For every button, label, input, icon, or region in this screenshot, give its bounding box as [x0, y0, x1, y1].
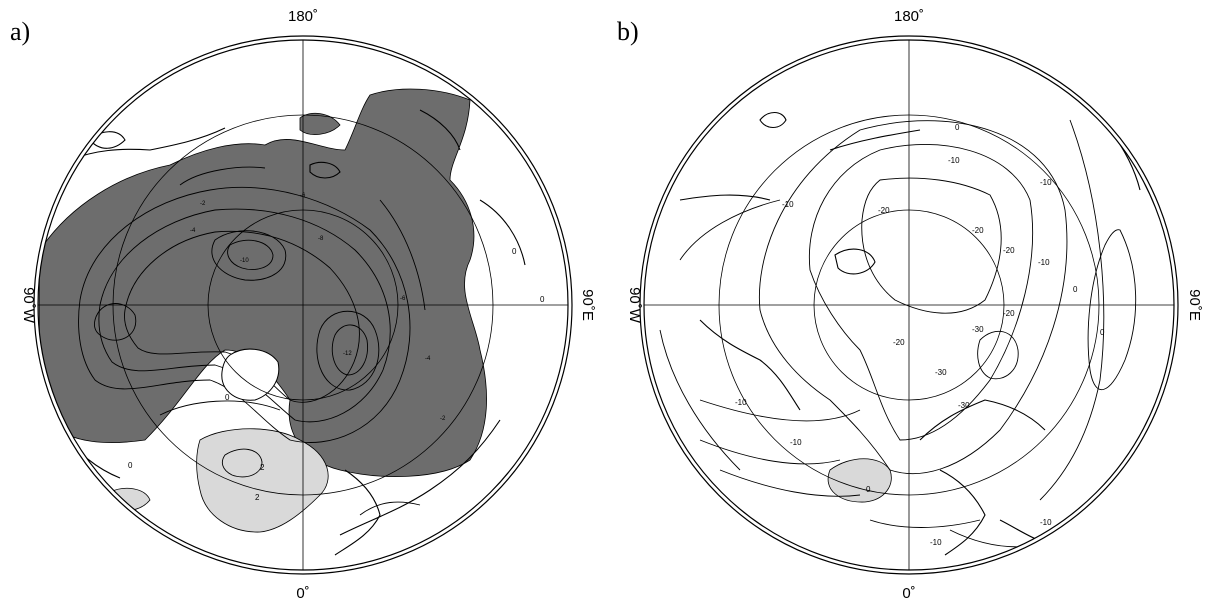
contour-label: -4 [190, 228, 196, 234]
contour-label: -10 [930, 538, 942, 547]
contour-label: 0 [540, 295, 545, 304]
contour-label: -10 [1038, 258, 1050, 267]
contour-label: 2 [255, 493, 260, 502]
contour-label: -6 [400, 296, 406, 302]
panel-a-light-region-2 [110, 488, 150, 510]
panel-a-dark-region-2 [300, 113, 340, 134]
contour-label: -10 [948, 156, 960, 165]
contour-label: -4 [425, 356, 431, 362]
panel-a-map: 0 0 0 0 2 2 -2 -4 -6 -8 -10 -12 -6 -4 -2 [38, 40, 568, 570]
contour-label: -10 [735, 398, 747, 407]
panel-a: a) 180˚ 0˚ 90˚W 90˚E [10, 8, 596, 599]
contour-label: 2 [260, 463, 265, 472]
contour-label: -30 [935, 368, 947, 377]
contour-label: -20 [1003, 246, 1015, 255]
contour-label: -20 [1003, 309, 1015, 318]
contour-label: -10 [790, 438, 802, 447]
contour-label: -30 [958, 401, 970, 410]
contour-label: 0 [955, 123, 960, 132]
contour-label: -6 [300, 193, 306, 199]
panel-b-graticule [644, 40, 1174, 570]
contour-label: -20 [878, 206, 890, 215]
contour-label: 0 [1100, 328, 1105, 337]
panel-b-contour-labels: -10 -10 -10 -20 -20 -20 -20 -30 -30 -10 … [735, 123, 1105, 547]
contour-label: -20 [972, 226, 984, 235]
panel-b-right-label: 90˚E [1186, 289, 1203, 321]
contour-label: -2 [200, 201, 206, 207]
contour-label: 0 [128, 461, 133, 470]
panel-b: b) 180˚ 0˚ 90˚W 90˚E [617, 8, 1203, 599]
contour-label: -20 [893, 338, 905, 347]
contour-label: -30 [972, 325, 984, 334]
contour-label: -2 [440, 416, 446, 422]
panel-a-island-cutout [222, 349, 279, 400]
panel-a-label: a) [10, 17, 30, 46]
contour-label: -10 [782, 200, 794, 209]
panel-b-map: -10 -10 -10 -20 -20 -20 -20 -30 -30 -10 … [644, 40, 1174, 570]
contour-label: 0 [1073, 285, 1078, 294]
contour-label: -8 [318, 236, 324, 242]
panel-a-bottom-label: 0˚ [296, 585, 309, 599]
panel-b-label: b) [617, 17, 639, 46]
contour-label: -12 [343, 351, 352, 357]
contour-label: 0 [866, 485, 871, 494]
contour-label: -10 [1040, 178, 1052, 187]
panel-b-top-label: 180˚ [894, 8, 924, 25]
contour-label: 0 [225, 393, 230, 402]
contour-label: 0 [512, 247, 517, 256]
contour-label: -10 [1040, 518, 1052, 527]
panel-b-coastlines [680, 113, 1140, 556]
panel-b-light-region [828, 459, 891, 502]
panel-b-bottom-label: 0˚ [902, 585, 915, 599]
panel-a-top-label: 180˚ [288, 8, 318, 25]
contour-label: -10 [240, 258, 249, 264]
panel-a-right-label: 90˚E [579, 289, 596, 321]
panel-b-contours [660, 120, 1136, 547]
